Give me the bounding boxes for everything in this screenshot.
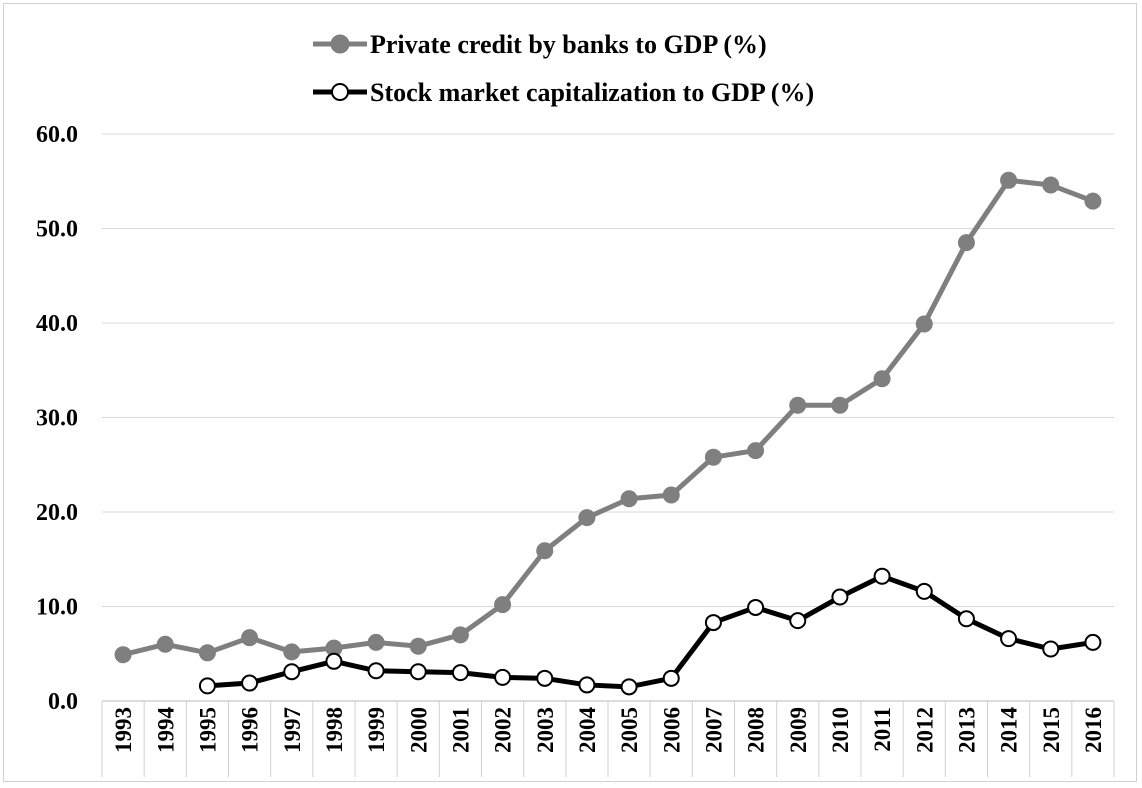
data-point-series-1 [451,626,469,644]
data-point-series-1 [831,396,849,414]
data-point-series-1 [198,644,216,662]
legend-marker-2 [331,83,349,101]
y-tick-label: 10.0 [36,595,78,621]
data-point-series-2 [704,614,722,632]
x-tick-label: 2008 [744,707,769,753]
data-point-series-1 [156,635,174,653]
x-tick-label: 2003 [533,707,558,753]
data-point-series-2 [241,674,259,692]
data-point-series-1 [536,542,554,560]
data-point-series-1 [1000,171,1018,189]
x-tick-label: 1993 [111,707,136,753]
data-point-series-2 [831,588,849,606]
data-point-series-1 [915,315,933,333]
x-tick-label: 2010 [828,707,853,753]
data-point-series-1 [1042,176,1060,194]
legend-label-2: Stock market capitalization to GDP (%) [370,78,814,107]
data-point-series-2 [578,676,596,694]
x-tick-label: 1996 [238,707,263,753]
x-tick-label: 2012 [912,707,937,753]
data-point-series-1 [704,448,722,466]
data-point-series-1 [957,234,975,252]
x-tick-label: 1997 [280,707,305,753]
data-point-series-2 [283,663,301,681]
data-point-series-1 [114,646,132,664]
data-point-series-2 [873,567,891,585]
data-point-series-2 [367,662,385,680]
legend-label-1: Private credit by banks to GDP (%) [370,30,767,59]
y-tick-label: 60.0 [36,122,78,148]
x-tick-label: 2002 [491,707,516,753]
data-point-series-1 [578,509,596,527]
data-point-series-1 [409,637,427,655]
data-point-series-2 [662,669,680,687]
x-tick-label: 2013 [954,707,979,753]
x-tick-label: 1994 [153,707,178,754]
data-point-series-2 [957,610,975,628]
data-point-series-2 [789,612,807,630]
data-point-series-1 [494,596,512,614]
data-point-series-2 [1000,630,1018,648]
data-point-series-2 [409,663,427,681]
y-tick-label: 50.0 [36,217,78,243]
data-point-series-1 [1084,192,1102,210]
data-point-series-1 [241,629,259,647]
y-tick-label: 20.0 [36,500,78,526]
y-tick-label: 0.0 [48,689,78,715]
data-point-series-1 [747,442,765,460]
data-point-series-1 [620,490,638,508]
x-tick-label: 2001 [448,707,473,753]
data-point-series-1 [367,633,385,651]
data-point-series-2 [1042,640,1060,658]
x-tick-label: 2016 [1081,707,1106,753]
data-point-series-1 [283,643,301,661]
data-point-series-2 [620,678,638,696]
x-tick-label: 2011 [870,707,895,752]
legend-marker-1 [330,34,350,54]
x-tick-label: 2000 [406,707,431,753]
data-point-series-2 [536,669,554,687]
chart-frame: 0.0 10.0 20.0 30.0 40.0 50.0 60.0 1993 1994 1995 1… [3,3,1137,782]
x-tick-label: 1999 [364,707,389,753]
data-point-series-2 [1084,633,1102,651]
x-tick-label: 1995 [195,707,220,753]
x-tick-label: 1998 [322,707,347,753]
y-tick-label: 40.0 [36,311,78,337]
data-point-series-2 [494,668,512,686]
data-point-series-1 [789,396,807,414]
x-tick-label: 2005 [617,707,642,753]
y-tick-label: 30.0 [36,406,78,432]
x-tick-label: 2015 [1039,707,1064,753]
data-point-series-2 [915,582,933,600]
x-tick-label: 2007 [701,707,726,753]
data-point-series-1 [873,370,891,388]
x-tick-label: 2004 [575,707,600,754]
x-tick-label: 2006 [659,707,684,753]
data-point-series-2 [325,652,343,670]
data-point-series-2 [198,677,216,695]
line-chart: 0.0 10.0 20.0 30.0 40.0 50.0 60.0 1993 1994 1995 1… [36,30,1115,777]
x-tick-label: 2009 [786,707,811,753]
data-point-series-1 [662,486,680,504]
data-point-series-2 [747,598,765,616]
data-point-series-2 [451,664,469,682]
x-tick-label: 2014 [997,706,1022,753]
series-line-2 [204,573,1096,690]
